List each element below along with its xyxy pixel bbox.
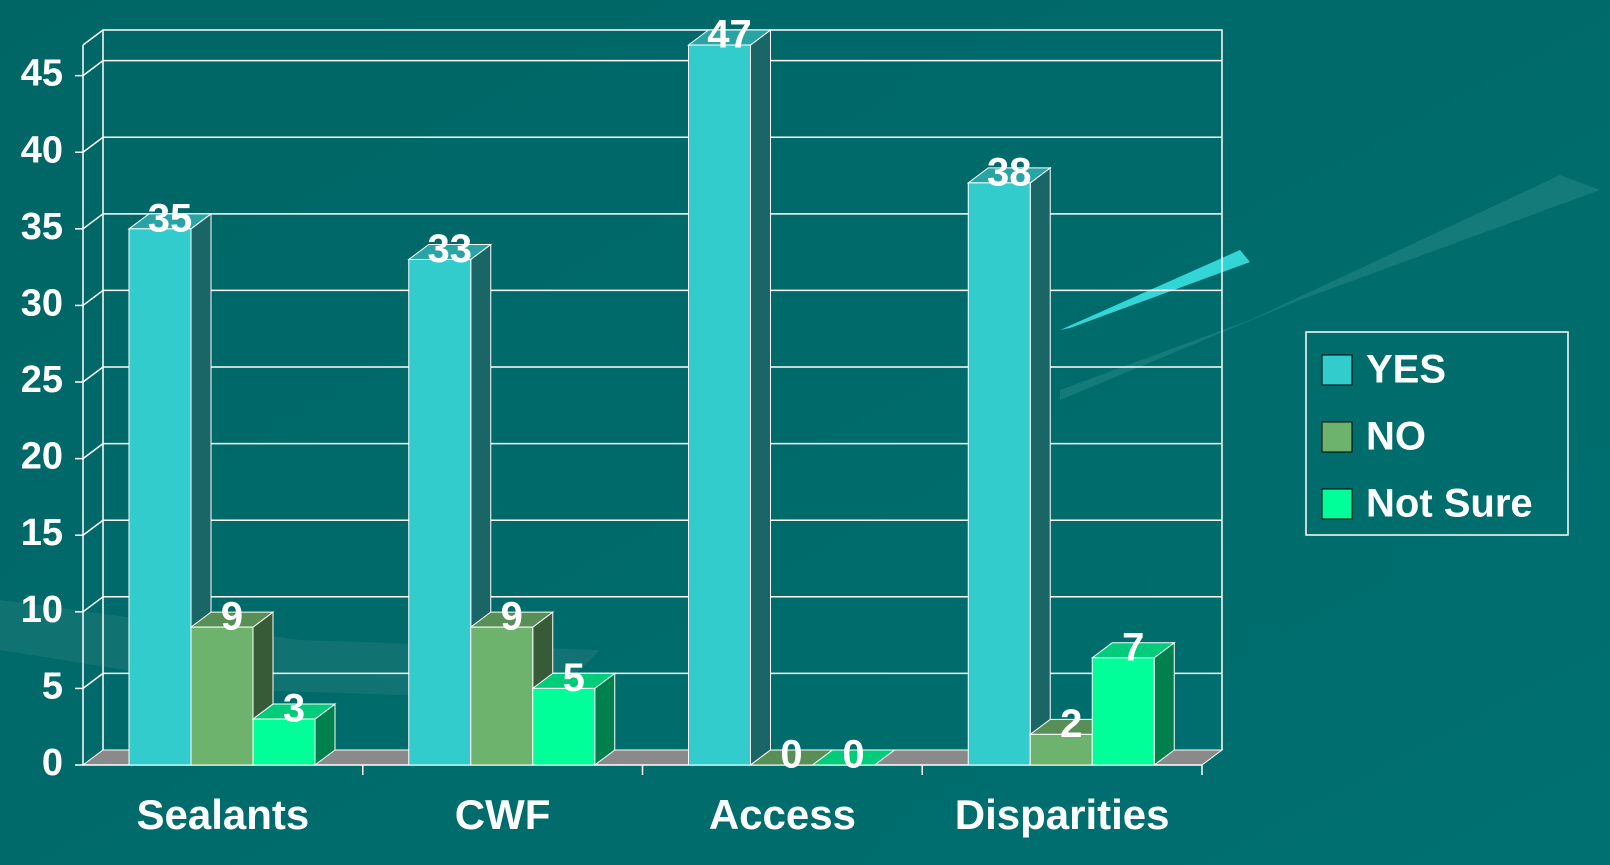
y-tick-label: 45 [21, 53, 63, 95]
bar-front [408, 258, 472, 766]
grid-line [82, 366, 104, 383]
value-label: 9 [501, 595, 523, 639]
back-wall [102, 29, 1223, 750]
value-label: 9 [221, 595, 243, 639]
y-tick-label: 40 [21, 129, 63, 171]
grid-line [82, 60, 104, 77]
bar [966, 166, 1052, 766]
value-label: 33 [428, 227, 473, 271]
grid-line [82, 596, 104, 613]
legend-swatch [1321, 488, 1353, 520]
legend-label: YES [1366, 348, 1446, 392]
x-tick-label: Sealants [136, 791, 309, 838]
decoration [1060, 175, 1600, 400]
value-label: 35 [148, 196, 193, 240]
y-tick-label: 0 [42, 742, 63, 784]
bar-front [532, 687, 596, 766]
y-tick-label: 35 [21, 206, 63, 248]
bar [811, 749, 896, 766]
legend-box [1305, 331, 1569, 536]
legend-swatch [1321, 421, 1353, 453]
value-label: 0 [842, 733, 864, 777]
bar-front [688, 44, 751, 766]
x-tick-label: Access [709, 791, 856, 838]
grid-line [82, 213, 104, 230]
y-tick-label: 30 [21, 282, 63, 324]
value-label: 47 [707, 13, 752, 57]
legend-label: NO [1366, 415, 1426, 459]
bar-side [1029, 166, 1051, 766]
y-tick-label: 15 [21, 512, 63, 554]
x-tick-label: Disparities [955, 791, 1170, 838]
y-tick-label: 10 [21, 589, 63, 631]
grid-line [82, 289, 104, 307]
bar-front [128, 228, 192, 766]
value-label: 0 [780, 733, 802, 777]
bar-side [750, 29, 771, 766]
grid-line [82, 136, 104, 153]
bar-front [190, 626, 254, 766]
bar-side [594, 672, 616, 766]
grid-line [82, 672, 104, 690]
value-label: 2 [1060, 702, 1082, 746]
bar-front [1091, 657, 1155, 766]
bar [127, 212, 213, 766]
y-tick-label: 25 [21, 359, 63, 401]
x-tick-label: CWF [455, 791, 551, 838]
value-label: 7 [1122, 625, 1144, 669]
bar [531, 672, 617, 766]
bar-front [470, 626, 534, 766]
bar [687, 29, 772, 766]
bar-top [811, 749, 896, 766]
bar-front [252, 718, 316, 766]
bar-side [1153, 641, 1175, 766]
value-label: 38 [987, 150, 1032, 194]
value-label: 5 [563, 656, 585, 700]
bar [189, 611, 275, 766]
value-label: 3 [283, 687, 305, 731]
bar [251, 703, 337, 766]
grid-line [82, 443, 104, 460]
grid-line [82, 519, 104, 536]
y-tick-label: 5 [42, 665, 63, 707]
y-tick-label: 20 [21, 436, 63, 478]
bar [1090, 641, 1176, 766]
legend-swatch [1321, 354, 1353, 386]
legend-label: Not Sure [1366, 482, 1533, 526]
bar-front [967, 182, 1031, 766]
wall-edge [82, 29, 104, 46]
